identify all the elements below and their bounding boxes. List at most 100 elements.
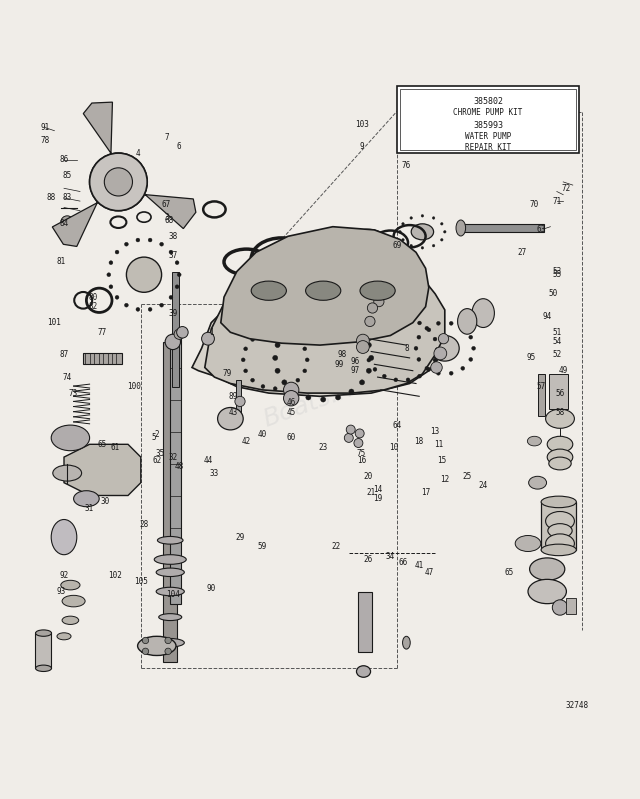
Text: 65: 65 <box>504 568 513 577</box>
Circle shape <box>365 348 369 352</box>
Circle shape <box>349 322 354 327</box>
Circle shape <box>349 389 354 394</box>
Circle shape <box>303 369 307 373</box>
Circle shape <box>292 389 298 394</box>
Text: 385993: 385993 <box>473 121 503 130</box>
Ellipse shape <box>384 334 420 365</box>
Ellipse shape <box>356 666 371 678</box>
Circle shape <box>440 223 443 225</box>
Text: 59: 59 <box>258 543 267 551</box>
Circle shape <box>177 272 181 276</box>
Ellipse shape <box>472 299 494 328</box>
Text: 40: 40 <box>258 430 267 439</box>
Text: 26: 26 <box>364 555 372 564</box>
Ellipse shape <box>306 281 341 300</box>
Ellipse shape <box>548 523 572 538</box>
Circle shape <box>335 395 340 400</box>
Text: 385802: 385802 <box>473 97 503 106</box>
Polygon shape <box>83 102 122 172</box>
Circle shape <box>159 304 163 307</box>
Circle shape <box>165 648 172 654</box>
Circle shape <box>148 308 152 312</box>
Text: REPAIR KIT: REPAIR KIT <box>465 143 511 152</box>
Text: 53: 53 <box>552 267 561 276</box>
Text: 54: 54 <box>552 337 561 347</box>
Circle shape <box>383 374 387 378</box>
Circle shape <box>438 333 449 344</box>
Bar <box>538 374 545 415</box>
Bar <box>170 336 181 604</box>
Circle shape <box>244 347 248 351</box>
Ellipse shape <box>529 476 547 489</box>
Circle shape <box>414 347 418 350</box>
Circle shape <box>367 358 371 362</box>
Circle shape <box>142 648 148 654</box>
Text: 9: 9 <box>359 142 364 151</box>
Circle shape <box>440 239 443 241</box>
Circle shape <box>124 242 128 246</box>
Text: 38: 38 <box>168 232 177 240</box>
Text: 65: 65 <box>98 439 107 449</box>
Circle shape <box>433 217 435 219</box>
Circle shape <box>284 382 299 398</box>
Text: Boats.net: Boats.net <box>260 368 380 431</box>
Text: 92: 92 <box>60 571 68 580</box>
Circle shape <box>461 367 465 370</box>
Text: 55: 55 <box>552 270 561 279</box>
Ellipse shape <box>36 665 52 671</box>
Text: 19: 19 <box>373 495 382 503</box>
Circle shape <box>449 372 453 376</box>
Text: 72: 72 <box>562 184 571 193</box>
Text: 24: 24 <box>479 482 488 491</box>
Ellipse shape <box>306 343 341 373</box>
Circle shape <box>461 326 465 330</box>
Circle shape <box>321 314 326 319</box>
Text: 67: 67 <box>162 200 171 209</box>
Ellipse shape <box>300 337 347 379</box>
Ellipse shape <box>545 409 575 428</box>
Circle shape <box>360 380 365 385</box>
Ellipse shape <box>430 336 459 361</box>
Circle shape <box>355 429 364 438</box>
Ellipse shape <box>61 580 80 590</box>
Circle shape <box>433 244 435 247</box>
Text: 46: 46 <box>287 398 296 407</box>
Ellipse shape <box>412 224 434 240</box>
Circle shape <box>365 316 375 327</box>
Text: 3: 3 <box>164 213 169 221</box>
Circle shape <box>169 296 173 300</box>
Ellipse shape <box>528 579 566 604</box>
Text: 70: 70 <box>530 200 539 209</box>
Circle shape <box>235 396 245 407</box>
Circle shape <box>296 378 300 382</box>
Circle shape <box>433 337 437 341</box>
Circle shape <box>261 384 265 388</box>
Circle shape <box>335 316 340 321</box>
Text: 16: 16 <box>357 455 366 465</box>
Circle shape <box>346 425 355 434</box>
Circle shape <box>175 260 179 264</box>
Circle shape <box>109 284 113 288</box>
Text: 8: 8 <box>404 344 409 353</box>
Ellipse shape <box>541 496 577 507</box>
Text: 15: 15 <box>437 455 446 465</box>
Circle shape <box>373 368 377 372</box>
Text: 56: 56 <box>556 388 564 398</box>
Circle shape <box>282 380 287 385</box>
Circle shape <box>367 337 371 341</box>
Text: 74: 74 <box>63 372 72 382</box>
Text: 42: 42 <box>242 436 251 446</box>
Ellipse shape <box>36 630 52 636</box>
Text: 45: 45 <box>287 407 296 417</box>
Text: 87: 87 <box>60 350 68 360</box>
Circle shape <box>417 321 422 325</box>
Ellipse shape <box>159 614 182 621</box>
Bar <box>461 225 544 232</box>
Polygon shape <box>192 281 445 396</box>
Text: 68: 68 <box>165 216 174 225</box>
Ellipse shape <box>51 519 77 555</box>
Circle shape <box>165 638 172 644</box>
Text: 44: 44 <box>204 455 212 465</box>
Ellipse shape <box>259 345 291 374</box>
Text: 64: 64 <box>392 420 401 430</box>
